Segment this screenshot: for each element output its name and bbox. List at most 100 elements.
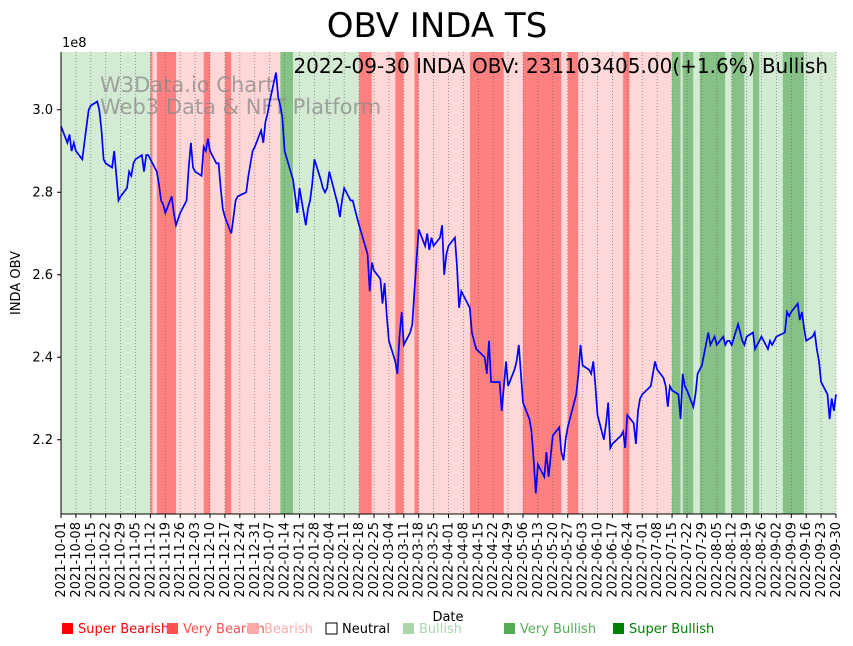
watermark-line-2: Web3 Data & NFT Platform — [100, 95, 381, 119]
x-tick-label: 2022-01-07 — [263, 522, 278, 598]
y-tick-label: 2.2 — [32, 433, 53, 448]
x-tick-label: 2022-04-22 — [486, 522, 501, 598]
x-tick-label: 2021-10-15 — [84, 522, 99, 598]
sentiment-region — [682, 52, 694, 514]
y-tick-label: 2.4 — [32, 350, 53, 365]
sentiment-region — [578, 52, 624, 514]
chart-title: OBV INDA TS — [327, 6, 548, 46]
x-tick-label: 2022-07-08 — [650, 522, 665, 598]
x-tick-label: 2021-10-22 — [99, 522, 114, 598]
x-tick-label: 2022-04-08 — [456, 522, 471, 598]
x-tick-label: 2022-01-28 — [307, 522, 322, 598]
x-tick-label: 2021-10-29 — [114, 522, 129, 598]
x-tick-label: 2021-11-26 — [173, 522, 188, 598]
legend-label: Very Bullish — [520, 622, 596, 637]
latest-value-annotation: 2022-09-30 INDA OBV: 231103405.00(+1.6%)… — [293, 54, 828, 78]
sentiment-region — [150, 52, 153, 514]
x-tick-label: 2022-09-16 — [799, 522, 814, 598]
y-tick-label: 2.6 — [32, 268, 53, 283]
x-tick-label: 2021-12-24 — [233, 522, 248, 598]
x-axis-label: Date — [432, 610, 463, 625]
x-tick-label: 2022-02-25 — [367, 522, 382, 598]
x-tick-label: 2022-04-29 — [501, 522, 516, 598]
sentiment-region — [418, 52, 470, 514]
sentiment-region — [759, 52, 783, 514]
sentiment-region — [699, 52, 726, 514]
x-tick-label: 2021-10-08 — [69, 522, 84, 598]
sentiment-region — [231, 52, 281, 514]
x-tick-labels: 2021-10-01 2021-10-08 2021-10-15 2021-10-22… — [54, 514, 844, 598]
sentiment-region — [503, 52, 524, 514]
x-tick-label: 2021-11-19 — [158, 522, 173, 598]
y-tick-label: 2.8 — [32, 185, 53, 200]
sentiment-region — [752, 52, 760, 514]
sentiment-region — [152, 52, 157, 514]
x-tick-label: 2022-07-01 — [635, 522, 650, 598]
x-tick-label: 2022-06-24 — [620, 522, 635, 598]
legend-label: Very Bearish — [183, 622, 265, 637]
x-tick-label: 2022-09-09 — [784, 522, 799, 598]
x-tick-label: 2022-08-26 — [754, 522, 769, 598]
legend-label: Super Bearish — [78, 622, 169, 637]
sentiment-region — [156, 52, 176, 514]
x-tick-label: 2022-01-14 — [278, 522, 293, 598]
legend-label: Neutral — [342, 622, 390, 637]
watermark-line-1: W3Data.io Chart — [100, 73, 274, 97]
legend-swatch — [62, 623, 73, 634]
x-tick-label: 2021-12-10 — [203, 522, 218, 598]
legend: Super Bearish Very Bearish Bearish Neutral B… — [62, 622, 714, 637]
sentiment-region — [523, 52, 562, 514]
sentiment-region — [224, 52, 232, 514]
x-tick-label: 2022-09-02 — [769, 522, 784, 598]
x-tick-label: 2022-07-22 — [680, 522, 695, 598]
sentiment-region — [359, 52, 372, 514]
sentiment-region — [825, 52, 836, 514]
x-tick-label: 2022-01-21 — [292, 522, 307, 598]
x-tick-label: 2022-04-15 — [471, 522, 486, 598]
sentiment-region — [725, 52, 732, 514]
x-tick-label: 2022-04-01 — [442, 522, 457, 598]
obv-line — [60, 72, 837, 494]
x-tick-label: 2021-11-05 — [129, 522, 144, 598]
x-tick-label: 2022-02-18 — [352, 522, 367, 598]
x-tick-label: 2021-12-03 — [188, 522, 203, 598]
sentiment-region — [371, 52, 396, 514]
legend-swatch — [403, 623, 414, 634]
sentiment-region — [203, 52, 211, 514]
sentiment-region — [804, 52, 826, 514]
x-tick-label: 2022-05-20 — [546, 522, 561, 598]
sentiment-region — [561, 52, 568, 514]
x-tick-label: 2022-08-19 — [740, 522, 755, 598]
y-tick-label: 3.0 — [32, 103, 53, 118]
sentiment-region — [395, 52, 404, 514]
legend-swatch — [325, 622, 338, 635]
vertical-grid — [60, 52, 837, 514]
legend-label: Bullish — [419, 622, 462, 637]
sentiment-region — [567, 52, 579, 514]
y-tick-labels: 2.2 2.4 2.6 2.8 3.0 — [32, 103, 61, 448]
x-tick-label: 2022-05-27 — [561, 522, 576, 598]
x-tick-label: 2022-09-30 — [829, 522, 844, 598]
x-tick-label: 2022-03-11 — [397, 522, 412, 598]
x-tick-label: 2022-06-17 — [605, 522, 620, 598]
legend-label: Super Bullish — [629, 622, 714, 637]
sentiment-region — [782, 52, 805, 514]
legend-swatch — [504, 623, 515, 634]
x-tick-label: 2022-08-12 — [725, 522, 740, 598]
y-scale-label: 1e8 — [62, 36, 87, 51]
x-tick-label: 2021-11-12 — [143, 522, 158, 598]
sentiment-region — [672, 52, 681, 514]
sentiment-region — [731, 52, 745, 514]
x-tick-label: 2022-02-04 — [322, 522, 337, 598]
legend-swatch — [167, 623, 178, 634]
obv-line-layer — [60, 72, 837, 494]
x-tick-label: 2022-03-04 — [382, 522, 397, 598]
x-tick-label: 2022-02-11 — [337, 522, 352, 598]
sentiment-region — [210, 52, 225, 514]
x-tick-label: 2022-03-25 — [427, 522, 442, 598]
sentiment-region — [469, 52, 504, 514]
legend-swatch — [613, 623, 624, 634]
x-tick-label: 2021-10-01 — [54, 522, 69, 598]
sentiment-region — [693, 52, 700, 514]
